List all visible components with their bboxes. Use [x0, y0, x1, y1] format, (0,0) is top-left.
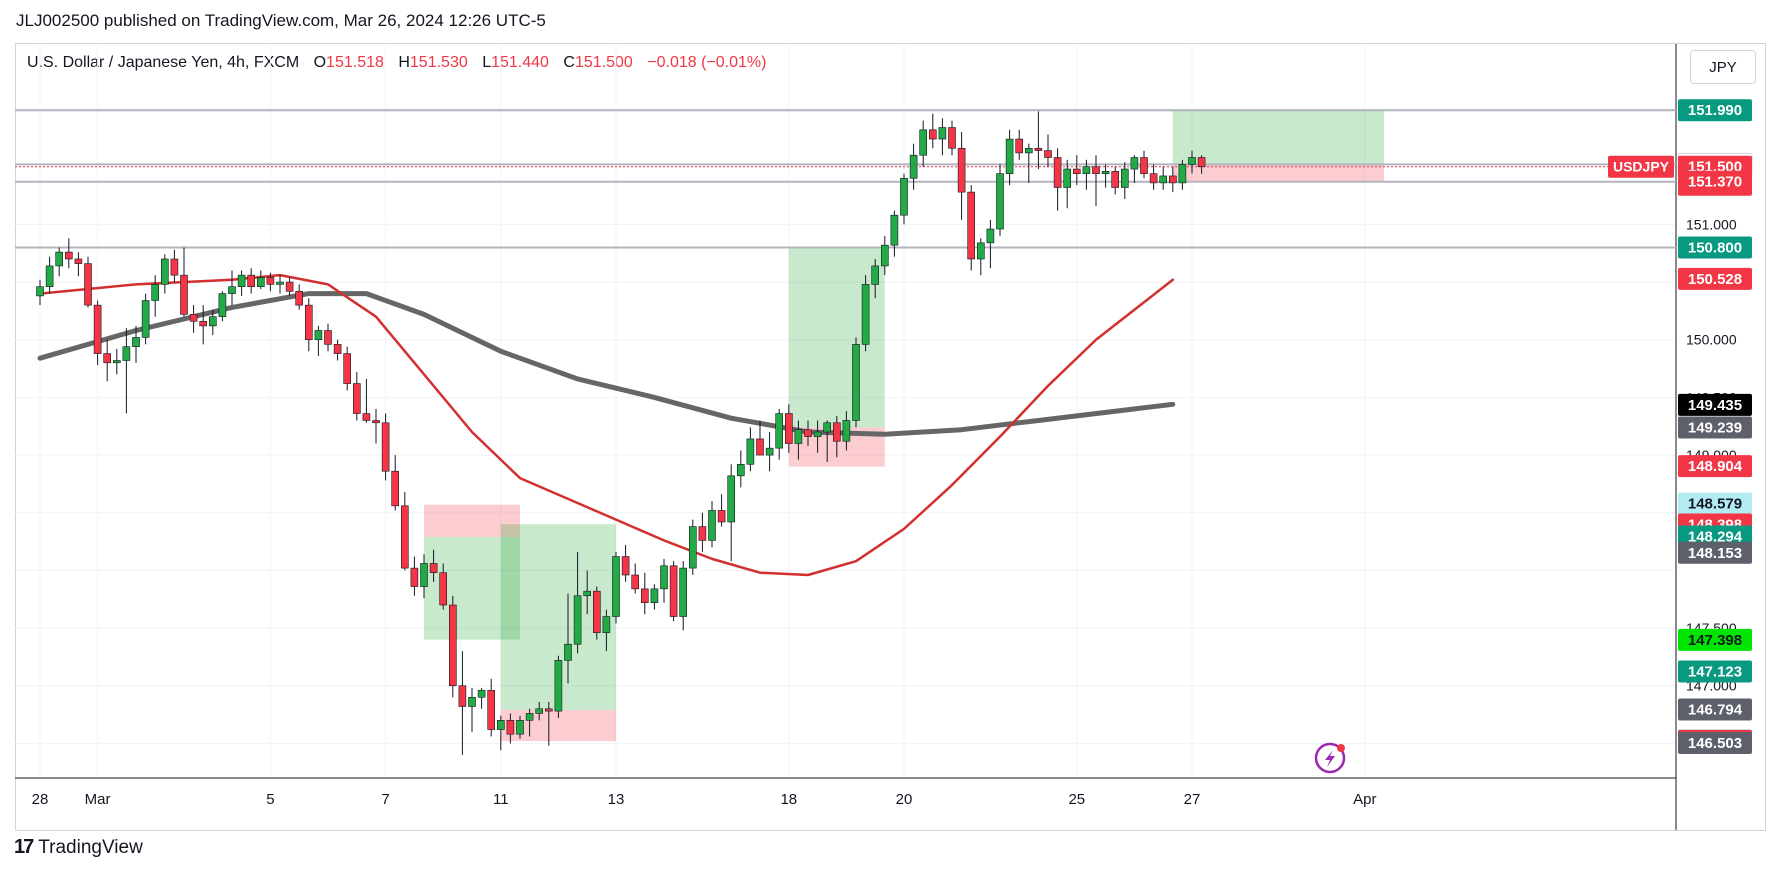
legend-close-value: 151.500	[574, 54, 633, 71]
chart-frame	[15, 43, 1766, 831]
published-info: JLJ002500 published on TradingView.com, …	[16, 11, 546, 30]
legend-symbol: U.S. Dollar / Japanese Yen, 4h, FXCM	[27, 54, 300, 71]
legend-close-label: C	[563, 54, 575, 71]
legend-low-value: 151.440	[491, 54, 549, 71]
legend-open-value: 151.518	[326, 54, 384, 71]
symbol-legend: U.S. Dollar / Japanese Yen, 4h, FXCM O15…	[27, 54, 766, 72]
tradingview-logo-icon: 17	[14, 836, 34, 858]
legend-high-label: H	[398, 54, 410, 71]
legend-low-label: L	[482, 54, 492, 71]
legend-high-value: 151.530	[409, 54, 468, 71]
legend-change: −0.018 (−0.01%)	[647, 54, 767, 71]
currency-button[interactable]: JPY	[1690, 50, 1756, 84]
tradingview-logo[interactable]: 17 TradingView	[14, 836, 143, 859]
legend-open-label: O	[313, 54, 327, 71]
tradingview-logo-text: TradingView	[38, 836, 143, 858]
